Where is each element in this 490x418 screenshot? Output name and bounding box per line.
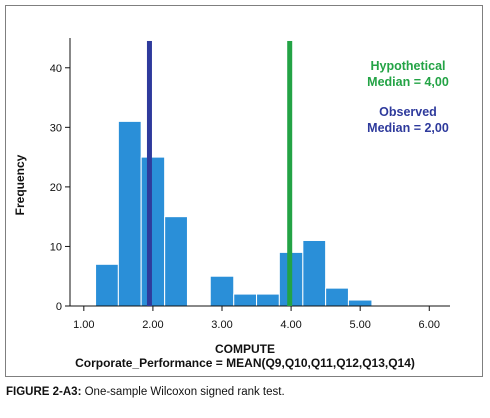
y-tick-label-4: 40 xyxy=(50,63,62,75)
histogram-bar-5 xyxy=(233,293,258,307)
x-tick-label-0: 1.00 xyxy=(73,319,94,331)
caption-text: One-sample Wilcoxon signed rank test. xyxy=(81,386,285,398)
y-axis-title: Frequency xyxy=(13,154,27,216)
histogram-bar-4 xyxy=(209,275,235,307)
hypothetical-label-line2: Median = 4,00 xyxy=(367,75,449,89)
observed-label-line1: Observed xyxy=(379,105,437,119)
x-tick-label-1: 2.00 xyxy=(142,319,163,331)
median-line-hypothetical xyxy=(287,40,293,306)
histogram-bar-10 xyxy=(347,299,373,307)
x-tick-label-5: 6.00 xyxy=(419,319,440,331)
figure-caption: FIGURE 2-A3: One-sample Wilcoxon signed … xyxy=(6,386,285,398)
x-tick-label-2: 3.00 xyxy=(211,319,232,331)
y-tick-label-2: 20 xyxy=(50,182,62,194)
x-axis-subtitle: Corporate_Performance = MEAN(Q9,Q10,Q11,… xyxy=(75,356,415,370)
x-axis-title: COMPUTE xyxy=(215,342,275,356)
histogram-bar-0 xyxy=(95,263,119,307)
y-tick-label-1: 10 xyxy=(50,241,62,253)
histogram-bar-2 xyxy=(140,156,166,307)
figure-frame: 0 10 20 30 40 1.00 2.00 3.00 4.00 5.00 6.00 Hypoth… xyxy=(5,5,483,377)
x-tick-label-4: 5.00 xyxy=(349,319,370,331)
hypothetical-label-line1: Hypothetical xyxy=(370,59,446,73)
histogram-bar-9 xyxy=(325,287,349,307)
histogram-bar-3 xyxy=(164,216,188,307)
histogram-bar-1 xyxy=(117,120,142,307)
median-line-observed xyxy=(146,40,152,306)
y-tick-label-0: 0 xyxy=(56,301,62,313)
histogram-bar-8 xyxy=(302,239,327,307)
caption-label: FIGURE 2-A3: xyxy=(6,386,82,398)
x-tick-label-3: 4.00 xyxy=(280,319,301,331)
observed-label-line2: Median = 2,00 xyxy=(367,121,449,135)
hypothetical-median-label: Hypothetical Median = 4,00 xyxy=(354,58,462,90)
histogram-bar-6 xyxy=(256,293,280,307)
y-tick-label-3: 30 xyxy=(50,122,62,134)
histogram-chart: 0 10 20 30 40 1.00 2.00 3.00 4.00 5.00 6.00 xyxy=(50,38,450,331)
observed-median-label: Observed Median = 2,00 xyxy=(354,104,462,136)
